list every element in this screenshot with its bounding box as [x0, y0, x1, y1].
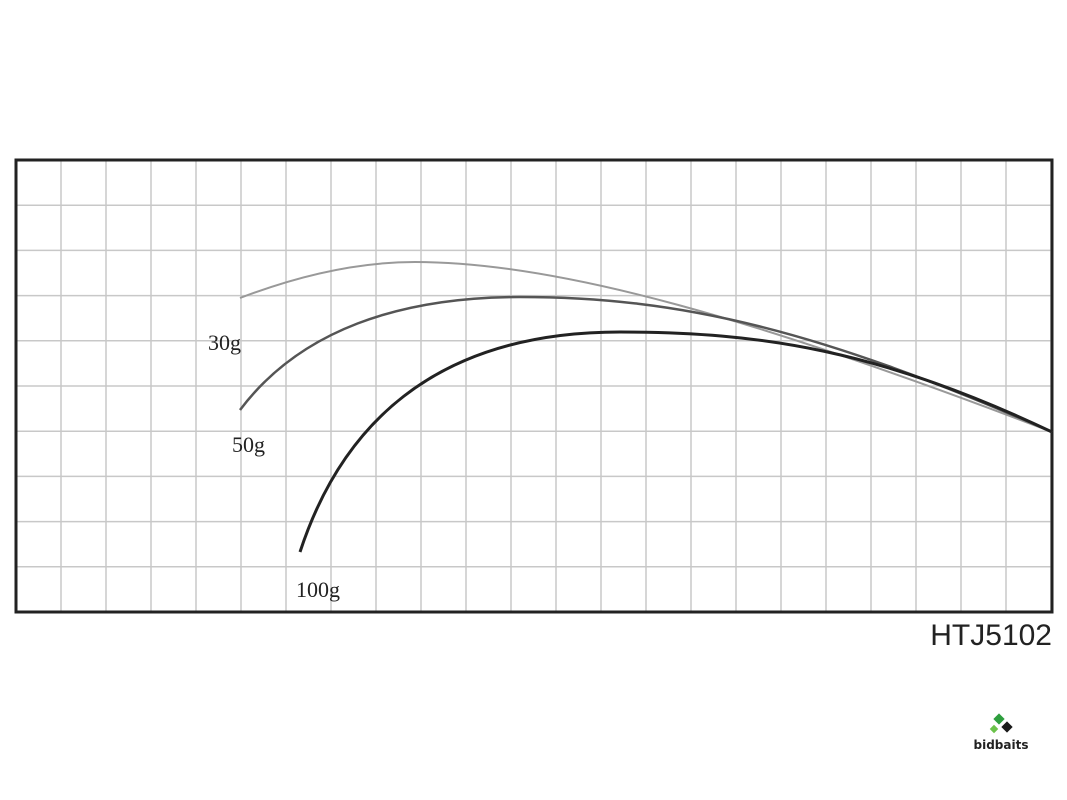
- logo-icon: [989, 713, 1013, 734]
- curve-label: 30g: [208, 330, 241, 355]
- curve-label: 100g: [296, 577, 340, 602]
- watermark: bidbaits: [974, 738, 1029, 752]
- curve-100g: [298, 330, 1053, 553]
- model-name: HTJ5102: [930, 619, 1052, 652]
- frame: [14, 158, 1054, 614]
- grid: [16, 160, 1052, 612]
- curve-label: 50g: [232, 432, 265, 457]
- curve-50g: [239, 295, 1053, 434]
